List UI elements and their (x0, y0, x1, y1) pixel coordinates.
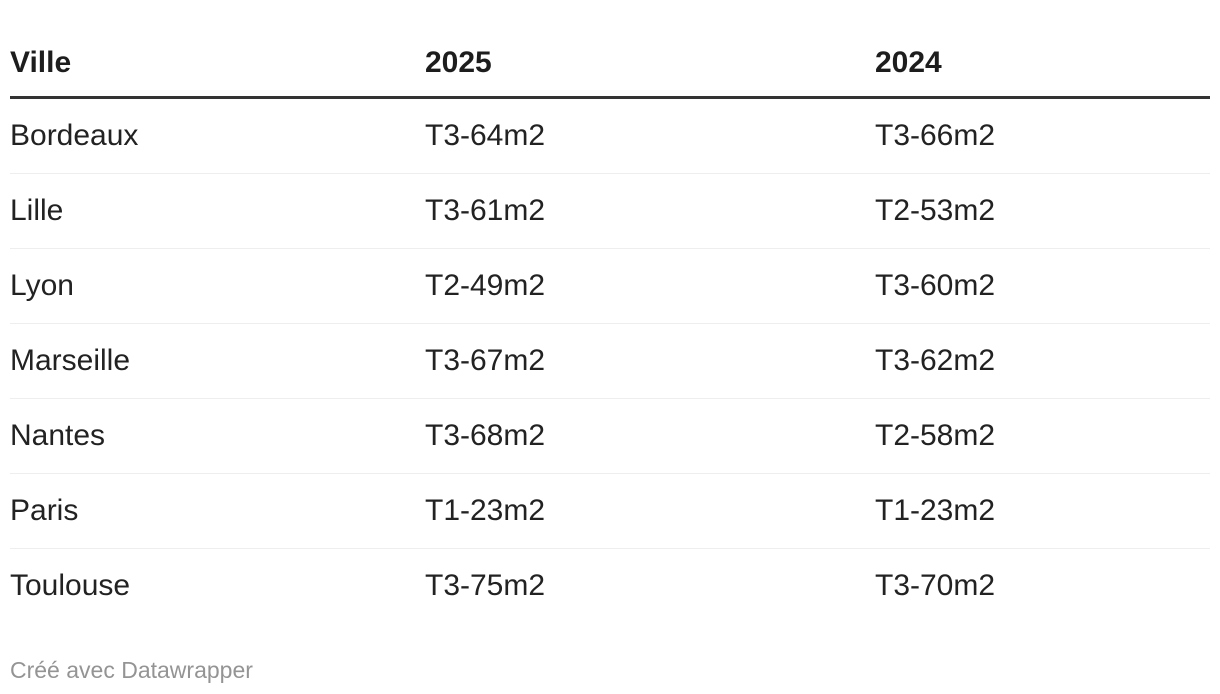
table-row: Lyon T2-49m2 T3-60m2 (10, 248, 1210, 324)
cell-2024: T2-58m2 (875, 398, 1210, 474)
table-row: Nantes T3-68m2 T2-58m2 (10, 398, 1210, 474)
header-row: Ville 2025 2024 (10, 0, 1210, 99)
cell-2025: T3-64m2 (425, 97, 875, 174)
cell-ville: Toulouse (10, 569, 131, 602)
cell-2025: T1-23m2 (425, 473, 875, 549)
cell-2025: T3-67m2 (425, 323, 875, 399)
column-header-2024: 2024 (875, 0, 1210, 99)
column-header-2025: 2025 (425, 0, 875, 99)
cell-ville: Paris (10, 473, 425, 549)
data-table: Ville 2025 2024 Bordeaux T3-64m2 T3-66m2… (10, 0, 1210, 623)
table-row: Toulouse T3-75m2 T3-70m2 (10, 549, 1210, 624)
table-row: Lille T3-61m2 T2-53m2 (10, 173, 1210, 249)
cell-ville: Lille (10, 173, 425, 249)
cell-2025: T3-68m2 (425, 398, 875, 474)
column-header-ville: Ville (10, 0, 425, 99)
cell-ville: Lyon (10, 248, 425, 324)
cell-2025: T2-49m2 (425, 248, 875, 324)
cell-2024: T2-53m2 (875, 173, 1210, 249)
cell-ville: Bordeaux (10, 97, 425, 174)
cell-ville: Nantes (10, 398, 425, 474)
cell-2025: T3-75m2 (425, 569, 546, 602)
cell-2024: T3-70m2 (875, 569, 996, 602)
table-row: Marseille T3-67m2 T3-62m2 (10, 323, 1210, 399)
cell-2024: T3-60m2 (875, 248, 1210, 324)
cell-2024: T3-66m2 (875, 97, 1210, 174)
cell-2025: T3-61m2 (425, 173, 875, 249)
cell-2024: T1-23m2 (875, 473, 1210, 549)
datawrapper-credit-link[interactable]: Créé avec Datawrapper (10, 657, 253, 683)
cell-2024: T3-62m2 (875, 323, 1210, 399)
table-body: Bordeaux T3-64m2 T3-66m2 Lille T3-61m2 T… (10, 97, 1210, 624)
cell-ville: Marseille (10, 323, 425, 399)
table-header: Ville 2025 2024 (10, 0, 1210, 99)
table-row: Bordeaux T3-64m2 T3-66m2 (10, 97, 1210, 174)
table-row: Paris T1-23m2 T1-23m2 (10, 473, 1210, 549)
